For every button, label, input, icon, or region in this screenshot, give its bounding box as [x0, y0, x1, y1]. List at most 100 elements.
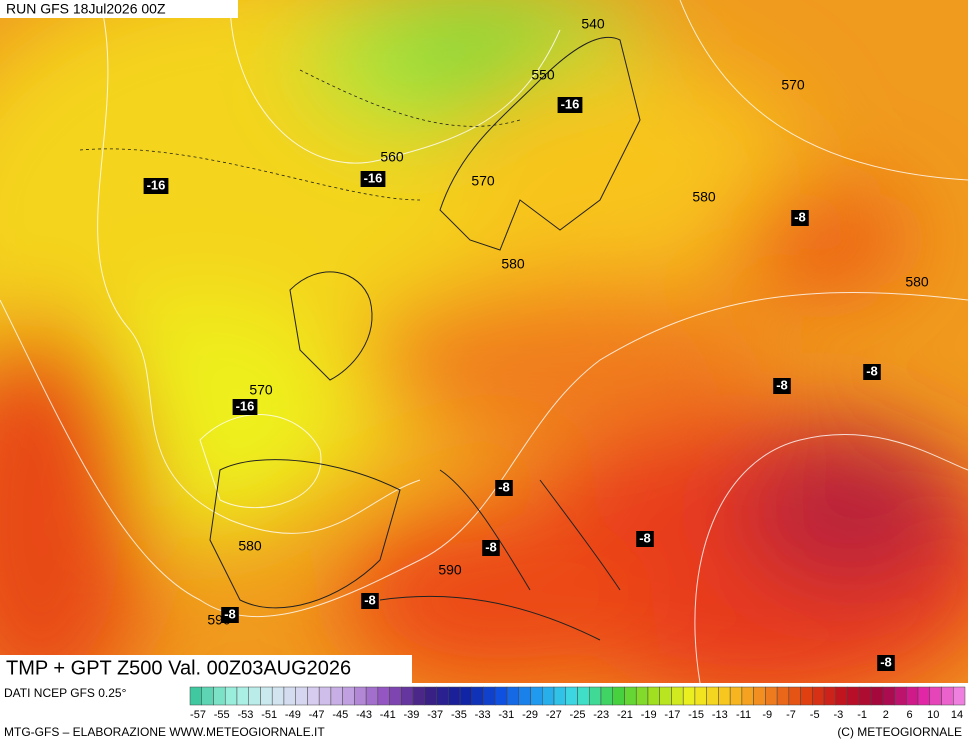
colorbar-swatch [260, 686, 273, 706]
colorbar-label: -33 [475, 709, 491, 721]
colorbar-label: -29 [522, 709, 538, 721]
colorbar-swatch [600, 686, 613, 706]
colorbar-swatch [213, 686, 226, 706]
colorbar-swatch [729, 686, 743, 706]
colorbar-swatch [812, 686, 825, 706]
colorbar-label: 2 [883, 709, 889, 721]
map-title: TMP + GPT Z500 Val. 00Z03AUG2026 [6, 657, 351, 679]
colorbar-swatch [553, 686, 567, 706]
temperature-label-box [557, 97, 583, 113]
temperature-label-box [360, 171, 386, 187]
colorbar-label: -43 [356, 709, 372, 721]
colorbar-swatch [401, 686, 414, 706]
credits-label: MTG-GFS – ELABORAZIONE WWW.METEOGIORNALE… [4, 725, 325, 739]
temperature-label-box [773, 378, 791, 394]
colorbar-label: -13 [712, 709, 728, 721]
colorbar-swatch [953, 686, 966, 706]
geopotential-label: 560 [380, 149, 404, 165]
colorbar-swatch [542, 686, 555, 706]
geopotential-label: 580 [501, 256, 525, 272]
colorbar-label: -37 [427, 709, 443, 721]
colorbar-swatch [800, 686, 813, 706]
colorbar-swatch [189, 686, 202, 706]
geopotential-label: 590 [438, 562, 462, 578]
temperature-label: -8 [485, 539, 497, 554]
colorbar-swatch [577, 686, 590, 706]
colorbar-swatch [612, 686, 625, 706]
temperature-label: -8 [224, 606, 236, 621]
colorbar-label: -3 [834, 709, 844, 721]
colorbar-label: -41 [380, 709, 396, 721]
colorbar-swatch [201, 686, 214, 706]
colorbar-swatch [718, 686, 731, 706]
colorbar-label: -9 [762, 709, 772, 721]
colorbar-swatch [330, 686, 343, 706]
source-label: DATI NCEP GFS 0.25° [4, 686, 127, 700]
colorbar-swatch [459, 686, 473, 706]
colorbar-swatch [354, 686, 367, 706]
colorbar-swatch [318, 686, 332, 706]
colorbar-swatch [518, 686, 531, 706]
colorbar-swatch [659, 686, 672, 706]
colorbar-swatch [483, 686, 496, 706]
colorbar-swatch [506, 686, 520, 706]
colorbar-label: -47 [309, 709, 325, 721]
geopotential-label: 580 [692, 189, 716, 205]
temperature-label-box [221, 607, 239, 623]
colorbar-swatch [495, 686, 508, 706]
colorbar-label: -45 [332, 709, 348, 721]
colorbar-label: -11 [736, 709, 751, 721]
colorbar-swatch [436, 686, 449, 706]
run-label: RUN GFS 18Jul2026 00Z [6, 1, 166, 17]
colorbar-swatch [859, 686, 872, 706]
colorbar-label: -27 [546, 709, 562, 721]
colorbar-swatch [753, 686, 766, 706]
colorbar-swatch [624, 686, 637, 706]
colorbar-swatch [283, 686, 296, 706]
colorbar-swatch [917, 686, 931, 706]
temperature-label: -16 [561, 96, 580, 111]
colorbar-label: -53 [237, 709, 253, 721]
colorbar-swatch [295, 686, 308, 706]
temperature-label-box [636, 531, 654, 547]
colorbar-swatch [776, 686, 790, 706]
colorbar-swatch [847, 686, 860, 706]
colorbar-label: 14 [951, 709, 963, 721]
geopotential-label: 540 [581, 16, 605, 32]
temperature-label: -16 [364, 170, 383, 185]
colorbar-label: -15 [688, 709, 704, 721]
temperature-label: -8 [880, 654, 892, 669]
colorbar-swatch [682, 686, 696, 706]
colorbar-label: -55 [214, 709, 230, 721]
colorbar-label: -23 [593, 709, 609, 721]
geopotential-label: 550 [531, 67, 555, 83]
colorbar-swatch [906, 686, 919, 706]
colorbar-swatch [424, 686, 437, 706]
temperature-label-box [143, 178, 169, 194]
colorbar-swatch [741, 686, 754, 706]
colorbar-label: 10 [927, 709, 939, 721]
colorbar-swatch [307, 686, 320, 706]
geopotential-label: 570 [781, 77, 805, 93]
temperature-label-box [495, 480, 513, 496]
temperature-label-box [232, 399, 258, 415]
colorbar-label: -39 [404, 709, 420, 721]
colorbar-swatch [882, 686, 895, 706]
colorbar-swatch [929, 686, 942, 706]
colorbar-swatch [342, 686, 355, 706]
temperature-label: -8 [639, 530, 651, 545]
colorbar-swatch [271, 686, 285, 706]
colorbar-swatch [823, 686, 837, 706]
colorbar-swatch [248, 686, 261, 706]
colorbar-label: -49 [285, 709, 301, 721]
temperature-label-box [863, 364, 881, 380]
geopotential-label: 570 [249, 382, 273, 398]
map-field [0, 0, 968, 683]
colorbar-label: -1 [857, 709, 867, 721]
colorbar-label: -31 [498, 709, 514, 721]
temperature-label-box [482, 540, 500, 556]
colorbar-swatch [706, 686, 719, 706]
temperature-label: -16 [236, 398, 255, 413]
